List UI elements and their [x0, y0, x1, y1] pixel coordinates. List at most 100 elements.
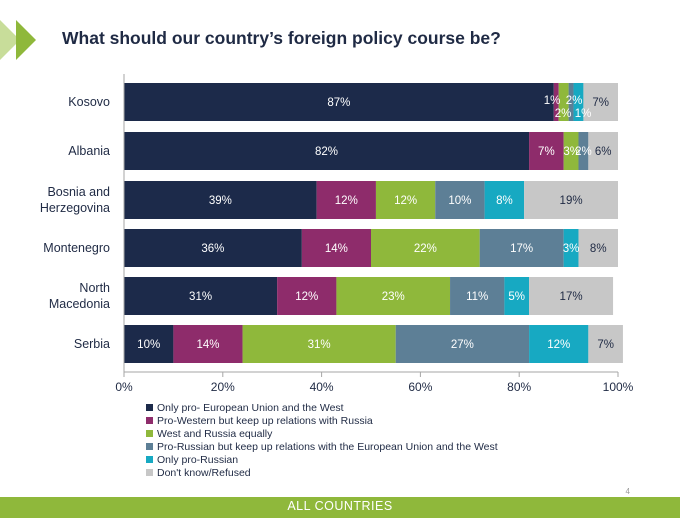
data-label: 8%	[590, 243, 607, 255]
bar-segment	[124, 229, 302, 267]
bar-segment	[588, 325, 623, 363]
bar-segment	[588, 132, 618, 170]
bar-segment	[573, 83, 584, 121]
data-label: 1%	[575, 108, 592, 120]
data-label: 27%	[451, 339, 474, 351]
x-tick-label: 40%	[310, 380, 334, 394]
data-label: 7%	[592, 97, 609, 109]
legend-label: Pro-Western but keep up relations with R…	[157, 414, 373, 427]
bar-segment	[173, 325, 243, 363]
data-label: 12%	[394, 195, 417, 207]
legend-label: Only pro- European Union and the West	[157, 401, 344, 414]
category-label: North Macedonia	[49, 281, 110, 311]
data-label: 22%	[414, 243, 437, 255]
data-label: 8%	[496, 195, 513, 207]
bar-segment	[124, 83, 554, 121]
legend-swatch	[146, 469, 153, 476]
data-label: 3%	[563, 146, 580, 158]
bar-segment	[375, 181, 436, 219]
bar-segment	[124, 181, 317, 219]
data-label: 12%	[547, 339, 570, 351]
bar-segment	[578, 229, 618, 267]
x-tick-label: 100%	[603, 380, 634, 394]
category-label: Albania	[68, 144, 110, 158]
bar-segment	[529, 325, 589, 363]
bar-segment	[529, 277, 614, 315]
data-label: 7%	[538, 146, 555, 158]
data-label: 11%	[466, 291, 488, 303]
legend-swatch	[146, 430, 153, 437]
legend-item: West and Russia equally	[146, 427, 498, 440]
bar-segment	[395, 325, 530, 363]
bar-segment	[558, 83, 569, 121]
bar-segment	[336, 277, 451, 315]
data-label: 10%	[448, 195, 471, 207]
data-label: 7%	[597, 339, 614, 351]
legend-item: Only pro- European Union and the West	[146, 401, 498, 414]
bar-segment	[553, 83, 559, 121]
data-label: 87%	[327, 97, 350, 109]
data-label: 82%	[315, 146, 338, 158]
slide-arrow-icon	[0, 20, 36, 60]
legend-swatch	[146, 456, 153, 463]
bar-segment	[124, 132, 530, 170]
data-label: 17%	[560, 291, 583, 303]
data-label: 31%	[308, 339, 331, 351]
bar-segment	[277, 277, 337, 315]
footer-label: ALL COUNTRIES	[287, 499, 393, 513]
legend-swatch	[146, 417, 153, 424]
legend-item: Pro-Western but keep up relations with R…	[146, 414, 498, 427]
data-label: 10%	[137, 339, 160, 351]
data-label: 2%	[555, 108, 572, 120]
bar-segment	[568, 83, 574, 121]
legend-label: Don't know/Refused	[157, 466, 251, 479]
category-label: Montenegro	[43, 241, 110, 255]
bar-segment	[583, 83, 618, 121]
bar-segment	[450, 277, 505, 315]
bar-segment	[563, 229, 579, 267]
bar-segment	[124, 277, 278, 315]
data-label: 19%	[560, 195, 583, 207]
data-label: 5%	[508, 291, 525, 303]
legend-item: Only pro-Russian	[146, 453, 498, 466]
x-tick-label: 80%	[507, 380, 531, 394]
page-number: 4	[625, 487, 630, 496]
data-label: 12%	[335, 195, 358, 207]
data-label: 31%	[189, 291, 212, 303]
stacked-bar-chart: Kosovo 87% 1%2% 1%2% 7%Albania 82% 7% 3%2% 6%Bos…	[40, 74, 634, 394]
bar-segment	[242, 325, 396, 363]
chart-title: What should our country’s foreign policy…	[62, 28, 501, 48]
bar-segment	[484, 181, 525, 219]
bar-segment	[524, 181, 618, 219]
bar-segment	[504, 277, 530, 315]
category-label: Bosnia and Herzegovina	[40, 185, 110, 215]
bar-segment	[124, 325, 174, 363]
bar-segment	[563, 132, 579, 170]
legend-label: Only pro-Russian	[157, 453, 239, 466]
data-label: 14%	[196, 339, 219, 351]
bar-segment	[435, 181, 485, 219]
legend-swatch	[146, 404, 153, 411]
chart-legend: Only pro- European Union and the West Pro…	[146, 401, 498, 479]
bar-segment	[578, 132, 589, 170]
bar-segment	[371, 229, 480, 267]
x-tick-label: 20%	[211, 380, 235, 394]
data-label: 14%	[325, 243, 348, 255]
data-label: 6%	[595, 146, 612, 158]
data-label: 2%	[566, 95, 583, 107]
data-label: 12%	[295, 291, 318, 303]
x-tick-label: 0%	[115, 380, 133, 394]
data-label: 1%	[544, 95, 561, 107]
legend-item: Pro-Russian but keep up relations with t…	[146, 440, 498, 453]
data-label: 2%	[575, 146, 592, 158]
data-label: 39%	[209, 195, 232, 207]
legend-item: Don't know/Refused	[146, 466, 498, 479]
data-label: 3%	[563, 243, 580, 255]
data-label: 17%	[510, 243, 533, 255]
bar-segment	[316, 181, 376, 219]
data-label: 36%	[201, 243, 224, 255]
legend-label: Pro-Russian but keep up relations with t…	[157, 440, 498, 453]
category-label: Kosovo	[68, 95, 110, 109]
footer-bar	[0, 497, 680, 518]
legend-swatch	[146, 443, 153, 450]
